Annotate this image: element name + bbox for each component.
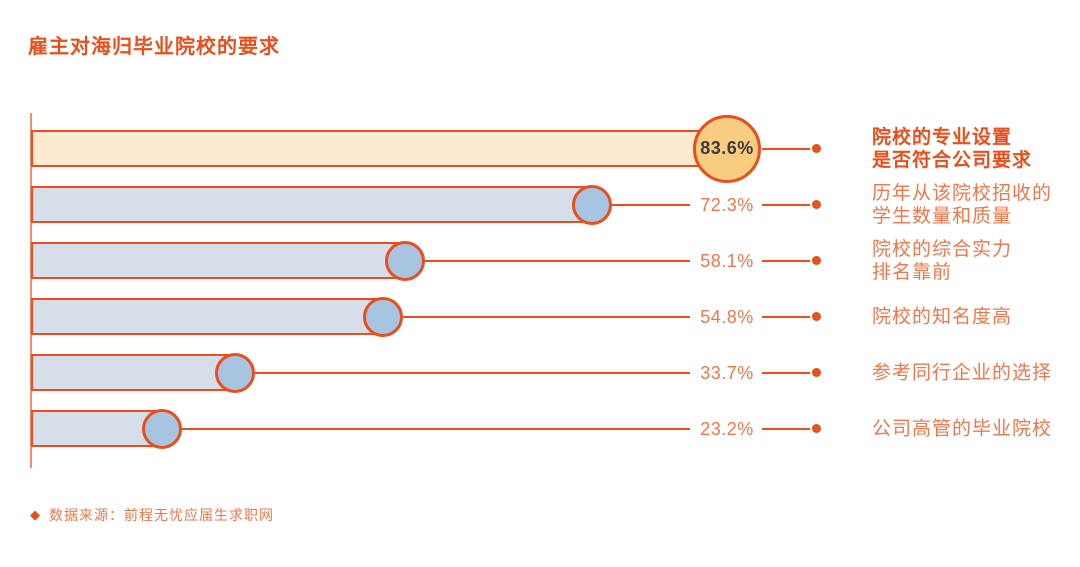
leader-dot (811, 144, 821, 153)
diamond-icon: ◆ (30, 507, 41, 522)
leader-line (762, 203, 810, 206)
leader-dot (811, 424, 821, 433)
bar-endpoint-circle (215, 352, 255, 393)
leader-dot (811, 256, 821, 265)
leader-line (612, 203, 690, 206)
category-label-line: 是否符合公司要求 (872, 149, 1033, 171)
category-label: 院校的专业设置 是否符合公司要求 (872, 126, 1032, 172)
leader-line (182, 427, 690, 430)
bar-endpoint-circle (363, 296, 403, 337)
bar (31, 186, 592, 223)
y-axis-line (30, 113, 32, 468)
value-label: 72.3% (700, 194, 754, 215)
value-label: 23.2% (700, 418, 754, 439)
bar (31, 298, 383, 335)
bar (31, 354, 235, 391)
leader-line (762, 427, 810, 430)
leader-dot (811, 312, 821, 321)
category-label: 院校的综合实力 排名靠前 (872, 238, 1012, 284)
bar (31, 242, 405, 279)
category-label: 院校的知名度高 (872, 305, 1012, 328)
bar-endpoint-circle (572, 184, 612, 225)
leader-line (255, 371, 690, 374)
category-label-line: 院校的知名度高 (872, 306, 1013, 327)
leader-line (762, 147, 810, 150)
leader-line (403, 315, 690, 318)
leader-dot (811, 200, 821, 209)
value-label: 54.8% (700, 306, 754, 327)
category-label: 参考同行企业的选择 (872, 361, 1052, 384)
category-label-line: 公司高管的毕业院校 (872, 418, 1053, 439)
value-label: 58.1% (700, 250, 754, 271)
value-label: 83.6% (700, 138, 754, 158)
source-text: 数据来源：前程无忧应届生求职网 (49, 507, 274, 523)
category-label-line: 院校的专业设置 (872, 126, 1013, 148)
category-label-line: 学生数量和质量 (872, 205, 1013, 227)
chart-title: 雇主对海归毕业院校的要求 (28, 36, 280, 58)
category-label: 公司高管的毕业院校 (872, 417, 1052, 440)
value-label: 33.7% (700, 362, 754, 383)
leader-line (762, 259, 810, 262)
bar (31, 130, 727, 167)
leader-dot (811, 368, 821, 377)
category-label-line: 参考同行企业的选择 (872, 362, 1053, 383)
category-label-line: 历年从该院校招收的 (872, 182, 1053, 204)
category-label-line: 排名靠前 (872, 261, 953, 283)
category-label: 历年从该院校招收的 学生数量和质量 (872, 182, 1052, 228)
category-label-line: 院校的综合实力 (872, 238, 1013, 260)
bar-endpoint-circle: 83.6% (693, 114, 761, 183)
bar-endpoint-circle (385, 240, 425, 281)
leader-line (425, 259, 690, 262)
source-note: ◆ 数据来源：前程无忧应届生求职网 (30, 505, 274, 525)
leader-line (762, 371, 810, 374)
bar (31, 410, 162, 447)
bar-endpoint-circle (142, 408, 182, 449)
leader-line (762, 315, 810, 318)
